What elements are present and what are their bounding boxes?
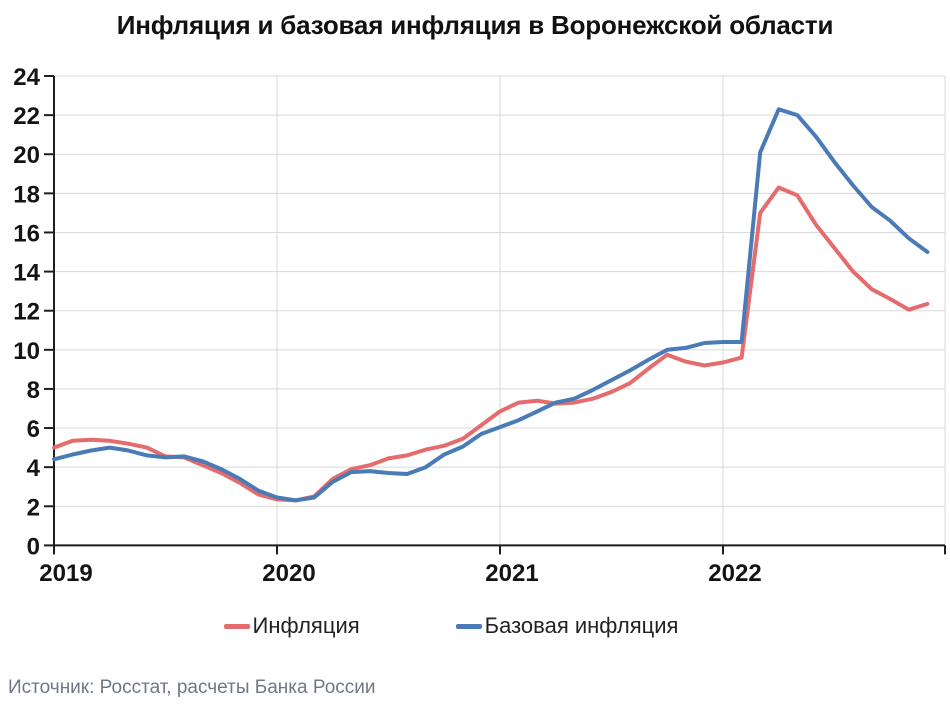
y-axis-label-4: 4 (27, 455, 41, 482)
y-axis-label-14: 14 (13, 260, 40, 287)
y-axis-label-0: 0 (27, 533, 40, 560)
y-axis-label-6: 6 (27, 416, 40, 443)
legend-item-inflation: Инфляция (223, 613, 360, 639)
core-inflation-line-swatch (455, 623, 482, 629)
x-axis-label-2021: 2021 (485, 560, 538, 587)
inflation-line-swatch (223, 623, 250, 629)
y-axis-label-8: 8 (27, 377, 40, 404)
x-axis-label-2019: 2019 (39, 560, 92, 587)
legend: Инфляция Базовая инфляция (0, 613, 926, 639)
y-axis-label-16: 16 (13, 220, 40, 247)
x-axis-label-2022: 2022 (708, 560, 761, 587)
legend-label-core-inflation: Базовая инфляция (484, 613, 679, 638)
y-axis-label-24: 24 (13, 64, 40, 91)
x-axis-label-2020: 2020 (262, 560, 315, 587)
y-axis-label-10: 10 (13, 338, 40, 365)
axis-ticks (44, 75, 946, 555)
legend-item-core-inflation: Базовая инфляция (455, 613, 679, 639)
chart-title: Инфляция и базовая инфляция в Воронежско… (116, 10, 834, 40)
inflation-line (52, 185, 930, 503)
y-axis-label-22: 22 (13, 103, 40, 130)
y-axis-label-12: 12 (13, 299, 40, 326)
data-series (52, 107, 930, 503)
y-axis-label-20: 20 (13, 142, 40, 169)
gridlines (54, 75, 946, 546)
y-axis-label-18: 18 (13, 181, 40, 208)
y-axis-label-2: 2 (27, 494, 40, 521)
legend-label-inflation: Инфляция (252, 613, 360, 638)
core-inflation-line (52, 107, 930, 503)
source-note: Источник: Росстат, расчеты Банка России (8, 677, 376, 698)
